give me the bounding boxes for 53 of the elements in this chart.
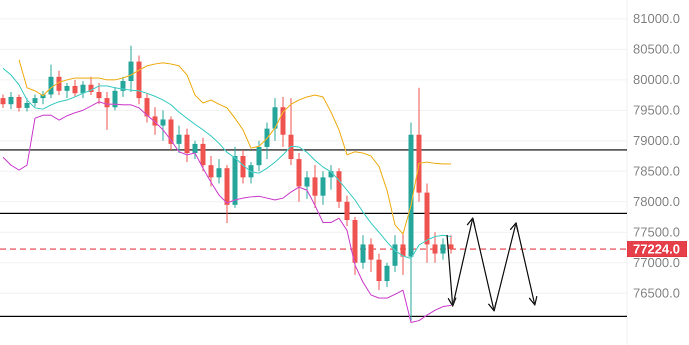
candlestick bbox=[392, 234, 398, 272]
candlestick bbox=[184, 128, 190, 163]
candlestick bbox=[8, 92, 14, 110]
candlestick bbox=[48, 64, 54, 99]
candlestick bbox=[56, 70, 62, 96]
candlestick bbox=[192, 140, 198, 160]
candlestick bbox=[128, 45, 134, 93]
y-tick-label: 79000.0 bbox=[633, 132, 680, 148]
candlestick bbox=[344, 195, 350, 227]
line-series bbox=[18, 59, 452, 235]
candlestick bbox=[368, 238, 374, 272]
candlestick bbox=[96, 82, 102, 105]
y-tick-label: 80500.0 bbox=[633, 42, 680, 57]
candlestick bbox=[24, 98, 30, 112]
y-tick-label: 80000.0 bbox=[633, 72, 680, 88]
candlestick bbox=[312, 164, 318, 208]
candlestick bbox=[112, 86, 118, 111]
candlestick bbox=[80, 80, 86, 99]
candlestick bbox=[120, 76, 126, 98]
candlestick bbox=[384, 262, 390, 288]
candlestick bbox=[360, 234, 366, 270]
candlestick bbox=[208, 156, 214, 188]
candlestick bbox=[200, 137, 206, 172]
candlestick bbox=[440, 238, 446, 260]
candlestick bbox=[176, 125, 182, 154]
candlestick bbox=[64, 82, 70, 99]
candlestick bbox=[432, 232, 438, 264]
candlestick bbox=[160, 110, 166, 142]
candlestick bbox=[32, 94, 38, 108]
candlestick bbox=[240, 149, 246, 184]
y-tick-label: 77000.0 bbox=[633, 254, 680, 270]
candlestick bbox=[104, 92, 110, 130]
candlestick bbox=[400, 232, 406, 276]
candlestick bbox=[256, 140, 262, 172]
candlestick bbox=[448, 234, 454, 254]
candlestick bbox=[320, 170, 326, 206]
y-tick-label: 76500.0 bbox=[633, 285, 680, 300]
y-tick-label: 77500.0 bbox=[633, 224, 680, 240]
y-tick-label: 79500.0 bbox=[633, 102, 680, 118]
candlestick bbox=[16, 94, 22, 112]
candlestick bbox=[72, 79, 78, 98]
candlestick bbox=[376, 253, 382, 291]
candlestick bbox=[248, 162, 254, 184]
candlestick bbox=[272, 98, 278, 142]
y-tick-label: 78000.0 bbox=[633, 194, 680, 209]
candlestick bbox=[216, 158, 222, 184]
candlestick bbox=[264, 122, 270, 160]
y-tick-label: 78500.0 bbox=[633, 163, 680, 178]
candlestick bbox=[144, 92, 150, 124]
ref-line-label: 77224.0 bbox=[633, 242, 680, 257]
y-tick-label: 81000.0 bbox=[633, 11, 680, 26]
candlestick bbox=[304, 170, 310, 200]
candlestick bbox=[0, 94, 6, 108]
